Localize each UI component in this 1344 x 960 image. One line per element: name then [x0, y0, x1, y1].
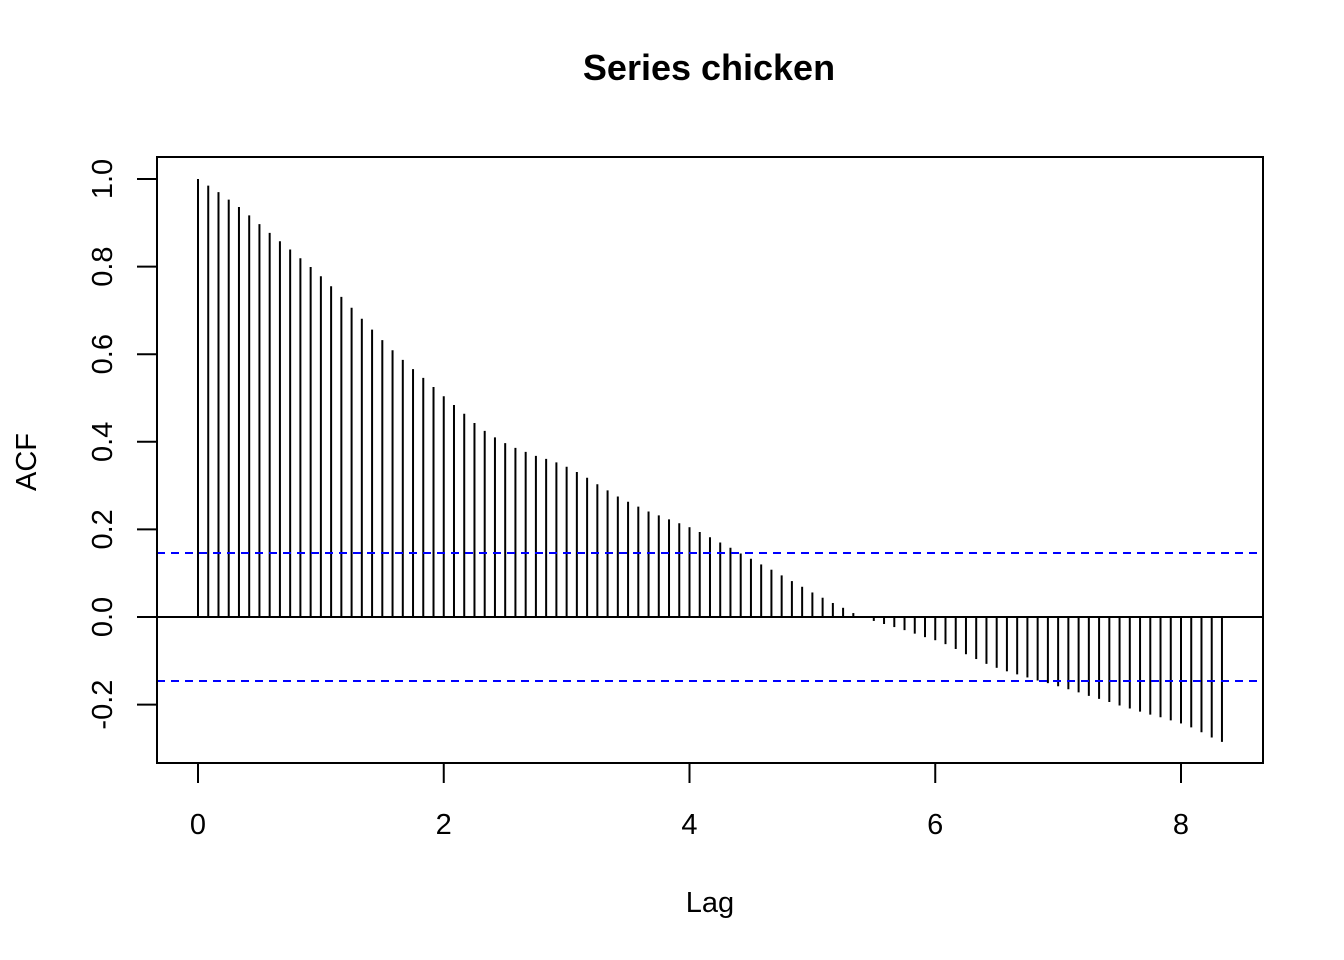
y-tick-label: 0.6 [87, 334, 119, 374]
x-tick-label: 6 [927, 809, 943, 841]
y-tick-label: -0.2 [87, 680, 119, 730]
y-tick-label: 0.8 [87, 246, 119, 286]
y-axis: -0.2 0.0 0.2 0.4 0.6 0.8 1.0 [87, 159, 158, 730]
x-tick-label: 2 [436, 809, 452, 841]
y-axis-label: ACF [11, 433, 43, 491]
chart-title: Series chicken [583, 47, 835, 88]
acf-bars [197, 179, 1223, 742]
x-axis: 0 2 4 6 8 [190, 762, 1189, 841]
y-tick-label: 0.0 [87, 597, 119, 637]
confidence-bounds [157, 552, 1263, 682]
x-tick-label: 8 [1173, 809, 1189, 841]
x-axis-label: Lag [686, 887, 734, 919]
y-tick-label: 1.0 [87, 159, 119, 199]
y-tick-label: 0.4 [87, 422, 119, 462]
x-tick-label: 4 [681, 809, 697, 841]
y-tick-label: 0.2 [87, 509, 119, 549]
x-tick-label: 0 [190, 809, 206, 841]
plot-frame [156, 156, 1264, 764]
